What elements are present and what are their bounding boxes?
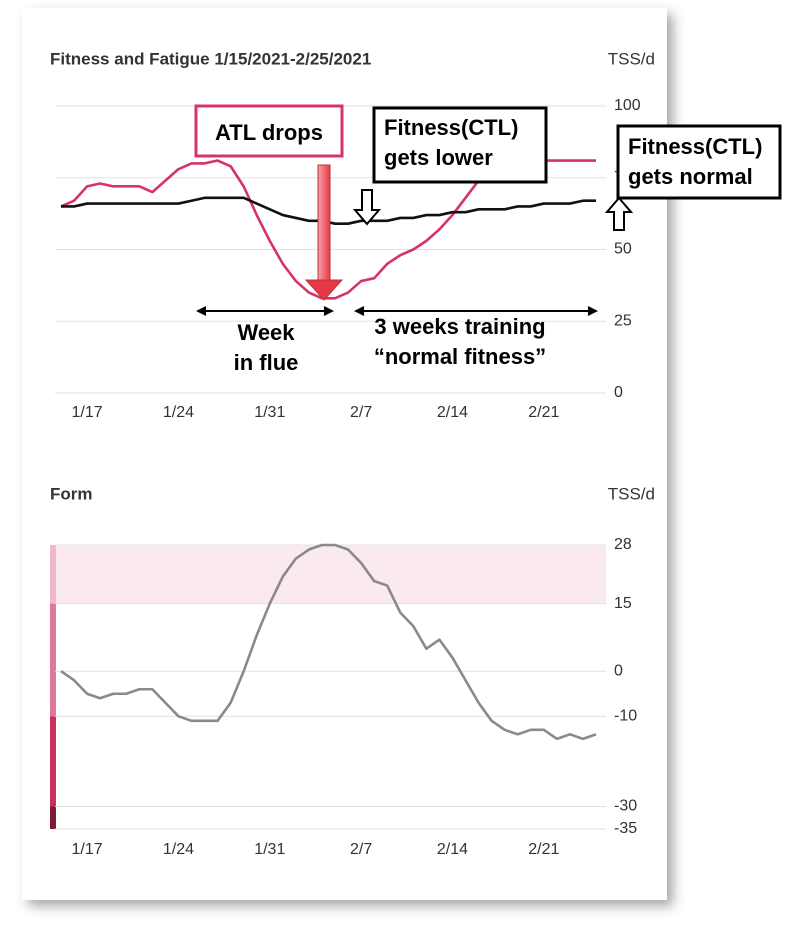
- annotation-text: Fitness(CTL): [384, 115, 518, 140]
- annotation-text: 3 weeks training: [374, 314, 545, 339]
- arrow-head: [324, 306, 334, 316]
- series-line: [60, 543, 597, 741]
- hollow-arrow: [604, 196, 634, 231]
- arrow-head: [196, 306, 206, 316]
- form-chart: Form TSS/d 28 15 0 -10 -30 -35 1/17 1/24 1/31 2/7 2/…: [50, 484, 655, 858]
- x-tick-label: 2/14: [437, 404, 468, 421]
- zone-bar: [50, 603, 56, 717]
- x-tick-label: 1/31: [254, 404, 285, 421]
- card: [22, 8, 667, 900]
- y-tick-label: 28: [614, 536, 632, 553]
- y-tick-label: 0: [614, 384, 623, 401]
- zone-bar: [50, 806, 56, 829]
- annotation-text: gets lower: [384, 145, 493, 170]
- y-tick-label: -35: [614, 820, 637, 837]
- y-tick-label: -10: [614, 708, 637, 725]
- red-arrow-shaft: [317, 164, 331, 281]
- x-tick-label: 2/21: [528, 404, 559, 421]
- chart-title: Fitness and Fatigue 1/15/2021-2/25/2021: [50, 49, 371, 68]
- annotation-text: ATL drops: [215, 120, 323, 145]
- annotation-box: [194, 104, 344, 158]
- annotations: ATL drops Fitness(CTL) gets lower Fitness(C…: [194, 104, 782, 375]
- annotation-text: Fitness(CTL): [628, 134, 762, 159]
- annotation-text: “normal fitness”: [374, 344, 546, 369]
- y-tick-label: 25: [614, 312, 632, 329]
- red-arrow-head: [304, 279, 344, 301]
- arrow-head: [354, 306, 364, 316]
- x-tick-label: 1/24: [163, 841, 194, 858]
- zone-bar: [50, 545, 56, 604]
- y-tick-label: 50: [614, 241, 632, 258]
- y-tick-label: 100: [614, 97, 641, 114]
- annotation-box: [372, 106, 548, 184]
- x-tick-label: 1/31: [254, 841, 285, 858]
- x-tick-label: 1/17: [72, 841, 103, 858]
- chart-title: Form: [50, 484, 93, 503]
- arrow-head: [588, 306, 598, 316]
- annotation-text: gets normal: [628, 164, 753, 189]
- hollow-arrow: [352, 189, 382, 226]
- y-axis-label: TSS/d: [608, 484, 655, 503]
- annotation-text: Week: [237, 320, 295, 345]
- annotation-box: [616, 124, 782, 200]
- y-tick-label: -30: [614, 798, 637, 815]
- x-tick-label: 2/7: [350, 404, 372, 421]
- zone-shade: [50, 545, 606, 604]
- y-tick-label: 0: [614, 662, 623, 679]
- x-tick-label: 2/7: [350, 841, 372, 858]
- y-tick-label: 15: [614, 595, 632, 612]
- annotation-text: in flue: [234, 350, 299, 375]
- x-tick-label: 2/21: [528, 841, 559, 858]
- zone-bar: [50, 716, 56, 807]
- y-axis-label: TSS/d: [608, 49, 655, 68]
- x-tick-label: 1/17: [72, 404, 103, 421]
- x-tick-label: 1/24: [163, 404, 194, 421]
- x-tick-label: 2/14: [437, 841, 468, 858]
